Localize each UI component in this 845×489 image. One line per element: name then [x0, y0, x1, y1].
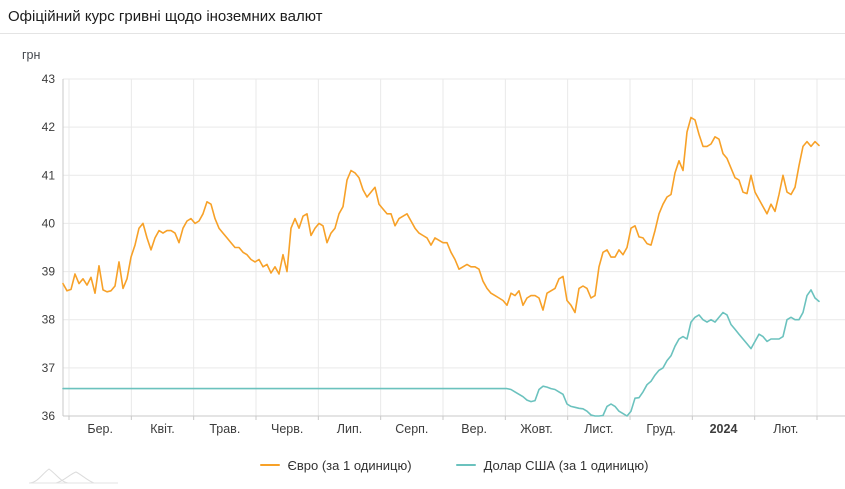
minfin-watermark-logo	[29, 468, 118, 484]
legend-label-usd: Долар США (за 1 одиницю)	[483, 457, 649, 473]
exchange-rate-line-chart[interactable]: 36 37 38 39 40 41 42 43 Бер. Квіт. Трав. Черв. Лип. С…	[0, 34, 845, 444]
x-axis-tick-label: Трав.	[209, 422, 240, 436]
euro-line-swatch	[259, 464, 280, 466]
y-axis-tick-label: 43	[42, 72, 56, 86]
chart-legend: Євро (за 1 одиницю) Долар США (за 1 один…	[63, 454, 845, 476]
legend-item-usd[interactable]: Долар США (за 1 одиницю)	[455, 457, 649, 473]
y-axis-tick-label: 36	[42, 409, 56, 423]
chart-header: Офіційний курс гривні щодо іноземних вал…	[0, 0, 845, 34]
usd-line-swatch	[455, 464, 476, 466]
x-axis-tick-label: Лют.	[773, 422, 798, 436]
y-axis-tick-label: 42	[42, 120, 56, 134]
y-axis-tick-label: 38	[42, 313, 56, 327]
legend-item-euro[interactable]: Євро (за 1 одиницю)	[259, 457, 412, 473]
series-line-euro	[62, 116, 820, 314]
page-title: Офіційний курс гривні щодо іноземних вал…	[8, 8, 323, 25]
chart-area: грн 36 37 38 39 40 41 42 43 Бер. Квіт. Трав. Черв. Л…	[0, 34, 845, 489]
x-axis-tick-label: Жовт.	[520, 422, 553, 436]
x-axis-tick-label: Черв.	[271, 422, 303, 436]
y-axis-tick-label: 40	[42, 216, 56, 230]
x-axis-tick-label: Вер.	[461, 422, 487, 436]
x-axis-tick-label: 2024	[710, 422, 738, 436]
y-axis-tick-label: 41	[42, 168, 56, 182]
x-axis-tick-label: Бер.	[87, 422, 113, 436]
x-axis-tick-label: Серп.	[395, 422, 428, 436]
x-axis-tick-label: Лип.	[337, 422, 362, 436]
x-axis-tick-label: Квіт.	[150, 422, 175, 436]
y-axis-tick-label: 39	[42, 265, 56, 279]
x-axis-tick-label: Груд.	[646, 422, 675, 436]
x-axis-tick-label: Лист.	[584, 422, 613, 436]
legend-label-euro: Євро (за 1 одиницю)	[287, 457, 412, 473]
y-axis-unit-label: грн	[22, 48, 41, 62]
y-axis-tick-label: 37	[42, 361, 56, 375]
series-line-usd	[62, 289, 820, 417]
